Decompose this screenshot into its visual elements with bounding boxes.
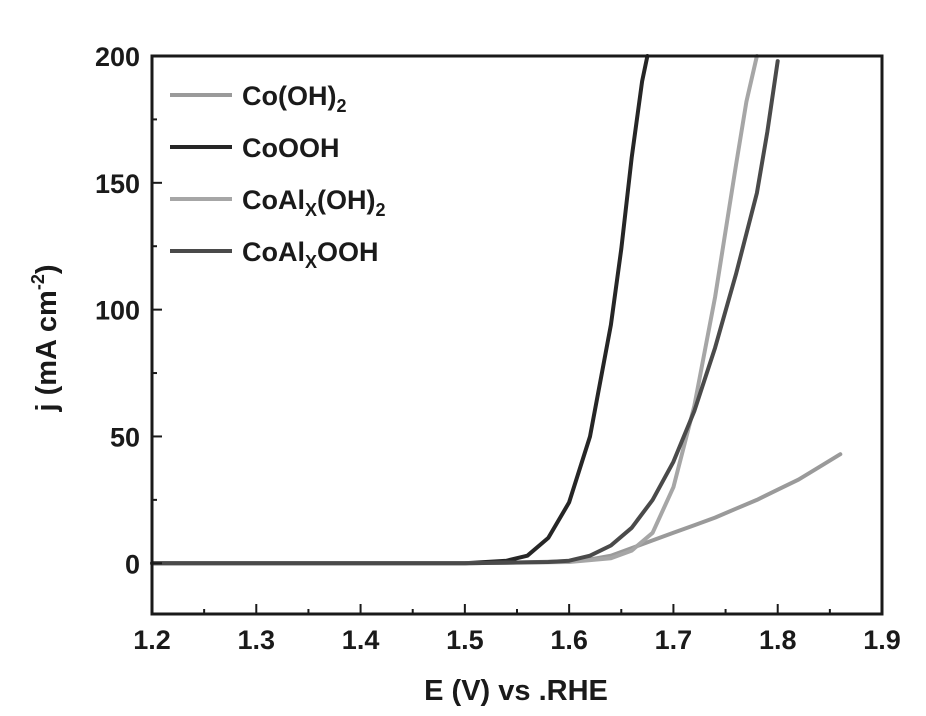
- y-axis-title-superscript: -2: [28, 274, 48, 290]
- x-tick-label-3: 1.5: [446, 625, 484, 655]
- legend-label-0: Co(OH)2: [242, 81, 347, 116]
- x-tick-label-0: 1.2: [133, 625, 171, 655]
- y-axis-title-main: j (mA cm: [31, 290, 63, 412]
- y-tick-label-2: 100: [95, 296, 140, 326]
- x-tick-label-1: 1.3: [238, 625, 276, 655]
- x-axis-title: E (V) vs .RHE: [424, 675, 608, 707]
- x-tick-label-2: 1.4: [342, 625, 380, 655]
- y-tick-label-1: 50: [110, 422, 140, 452]
- y-axis-title: j (mA cm-2): [28, 264, 63, 412]
- legend-label-2: CoAlX(OH)2: [242, 185, 386, 220]
- x-tick-label-4: 1.6: [550, 625, 588, 655]
- series-layer: [150, 54, 843, 566]
- x-tick-label-6: 1.8: [759, 625, 797, 655]
- x-tick-label-5: 1.7: [655, 625, 693, 655]
- x-tick-label-7: 1.9: [863, 625, 901, 655]
- y-axis-title-close: ): [31, 264, 63, 274]
- legend: Co(OH)2 CoOOH CoAlX(OH)2 CoAlXOOH: [170, 81, 386, 272]
- legend-label-1: CoOOH: [242, 133, 340, 163]
- y-tick-label-0: 0: [125, 549, 140, 579]
- series-line-1: [150, 54, 650, 566]
- y-tick-label-3: 150: [95, 169, 140, 199]
- ticks-layer: 1.2 1.3 1.4 1.5 1.6 1.7 1.8 1.9 0 50 100 150 200: [95, 42, 901, 655]
- y-tick-label-4: 200: [95, 42, 140, 72]
- legend-label-3: CoAlXOOH: [242, 237, 379, 272]
- series-line-3: [150, 59, 780, 566]
- y-axis-title-group: j (mA cm-2): [28, 264, 63, 412]
- series-line-0: [150, 452, 843, 566]
